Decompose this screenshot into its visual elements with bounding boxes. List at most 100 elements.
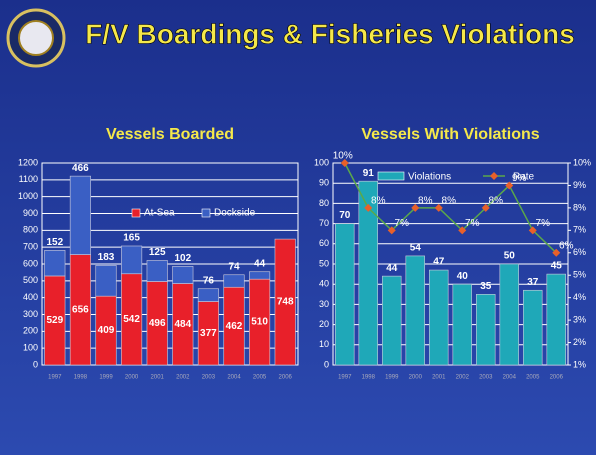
value-label: 510 bbox=[251, 317, 268, 328]
y2-tick-label: 2% bbox=[573, 337, 586, 347]
rate-label: 7% bbox=[395, 218, 410, 229]
rate-line bbox=[344, 162, 557, 254]
value-label: 377 bbox=[200, 328, 217, 339]
value-label: 47 bbox=[433, 257, 445, 268]
x-tick-label: 2003 bbox=[202, 375, 216, 381]
y-tick-label: 30 bbox=[319, 299, 329, 309]
bar bbox=[146, 260, 168, 282]
bar bbox=[274, 238, 296, 366]
rate-marker bbox=[528, 226, 537, 235]
value-label: 45 bbox=[551, 261, 563, 272]
y-tick-label: 80 bbox=[319, 198, 329, 208]
value-label: 462 bbox=[226, 321, 243, 332]
bar bbox=[476, 293, 496, 366]
legend-label: Violations bbox=[408, 172, 451, 183]
x-tick-label: 2005 bbox=[253, 375, 267, 381]
x-tick-label: 1997 bbox=[338, 375, 352, 381]
y-tick-label: 0 bbox=[324, 359, 329, 369]
x-tick-label: 1997 bbox=[48, 375, 62, 381]
y-tick-label: 700 bbox=[23, 242, 38, 252]
y2-tick-label: 3% bbox=[573, 314, 586, 324]
rate-label: 8% bbox=[489, 196, 504, 207]
value-label: 40 bbox=[457, 271, 469, 282]
legend-swatch bbox=[377, 171, 405, 181]
value-label: 102 bbox=[174, 253, 191, 264]
y2-tick-label: 7% bbox=[573, 225, 586, 235]
x-tick-label: 2003 bbox=[479, 375, 493, 381]
y-tick-label: 90 bbox=[319, 178, 329, 188]
x-tick-label: 2005 bbox=[526, 375, 540, 381]
value-label: 466 bbox=[72, 163, 89, 174]
value-label: 54 bbox=[410, 243, 422, 254]
rate-marker bbox=[458, 226, 467, 235]
rate-label: 6% bbox=[559, 240, 574, 251]
value-label: 125 bbox=[149, 247, 166, 258]
y-tick-label: 1200 bbox=[18, 157, 38, 167]
y-tick-label: 500 bbox=[23, 275, 38, 285]
value-label: 529 bbox=[46, 315, 63, 326]
rate-marker bbox=[340, 159, 349, 167]
value-label: 542 bbox=[123, 314, 140, 325]
x-tick-label: 2001 bbox=[432, 375, 446, 381]
y-tick-label: 1000 bbox=[18, 191, 38, 201]
rate-marker bbox=[552, 248, 561, 257]
y-tick-label: 400 bbox=[23, 292, 38, 302]
value-label: 35 bbox=[480, 281, 492, 292]
rate-marker bbox=[411, 203, 420, 212]
y-tick-label: 900 bbox=[23, 208, 38, 218]
legend-label: Dockside bbox=[214, 208, 256, 219]
y-tick-label: 40 bbox=[319, 279, 329, 289]
x-tick-label: 2002 bbox=[456, 375, 470, 381]
rate-marker bbox=[364, 203, 373, 212]
value-label: 70 bbox=[339, 210, 351, 221]
y-tick-label: 300 bbox=[23, 309, 38, 319]
seal-center bbox=[18, 20, 54, 56]
value-label: 409 bbox=[98, 325, 115, 336]
y-tick-label: 200 bbox=[23, 326, 38, 336]
bar bbox=[223, 274, 245, 288]
rate-marker bbox=[434, 203, 443, 212]
value-label: 496 bbox=[149, 318, 166, 329]
x-tick-label: 1999 bbox=[99, 375, 113, 381]
slide-title: F/V Boardings & Fisheries Violations bbox=[85, 18, 575, 49]
value-label: 76 bbox=[203, 275, 215, 286]
rate-marker bbox=[387, 226, 396, 235]
y-tick-label: 70 bbox=[319, 218, 329, 228]
x-tick-label: 2002 bbox=[176, 375, 190, 381]
value-label: 44 bbox=[254, 258, 266, 269]
value-label: 91 bbox=[363, 168, 375, 179]
y-tick-label: 100 bbox=[23, 343, 38, 353]
value-label: 152 bbox=[46, 237, 63, 248]
bar bbox=[546, 273, 566, 366]
y-tick-label: 20 bbox=[319, 319, 329, 329]
chart-title: Vessels Boarded bbox=[106, 126, 234, 143]
rate-marker bbox=[481, 203, 490, 212]
value-label: 656 bbox=[72, 304, 89, 315]
y-tick-label: 1100 bbox=[19, 174, 38, 184]
legend-marker bbox=[490, 172, 498, 180]
x-tick-label: 1999 bbox=[385, 375, 399, 381]
legend-label: Rate bbox=[513, 172, 535, 183]
y-tick-label: 600 bbox=[23, 258, 38, 268]
rate-marker bbox=[505, 181, 514, 190]
bar bbox=[382, 275, 402, 366]
x-tick-label: 2004 bbox=[227, 375, 241, 381]
y-tick-label: 800 bbox=[23, 225, 38, 235]
chart-title: Vessels With Violations bbox=[361, 126, 539, 143]
x-tick-label: 2001 bbox=[151, 375, 165, 381]
y2-tick-label: 5% bbox=[573, 270, 586, 280]
bar bbox=[121, 245, 143, 275]
value-label: 74 bbox=[228, 261, 240, 272]
y-tick-label: 10 bbox=[319, 339, 329, 349]
x-tick-label: 2000 bbox=[409, 375, 423, 381]
bar bbox=[335, 223, 355, 366]
rate-label: 8% bbox=[371, 196, 386, 207]
x-tick-label: 2006 bbox=[550, 375, 564, 381]
rate-label: 7% bbox=[465, 218, 480, 229]
rate-label: 8% bbox=[418, 196, 433, 207]
x-tick-label: 2006 bbox=[279, 375, 293, 381]
legend-swatch bbox=[131, 208, 141, 218]
y2-tick-label: 8% bbox=[573, 202, 586, 212]
x-tick-label: 1998 bbox=[74, 375, 88, 381]
